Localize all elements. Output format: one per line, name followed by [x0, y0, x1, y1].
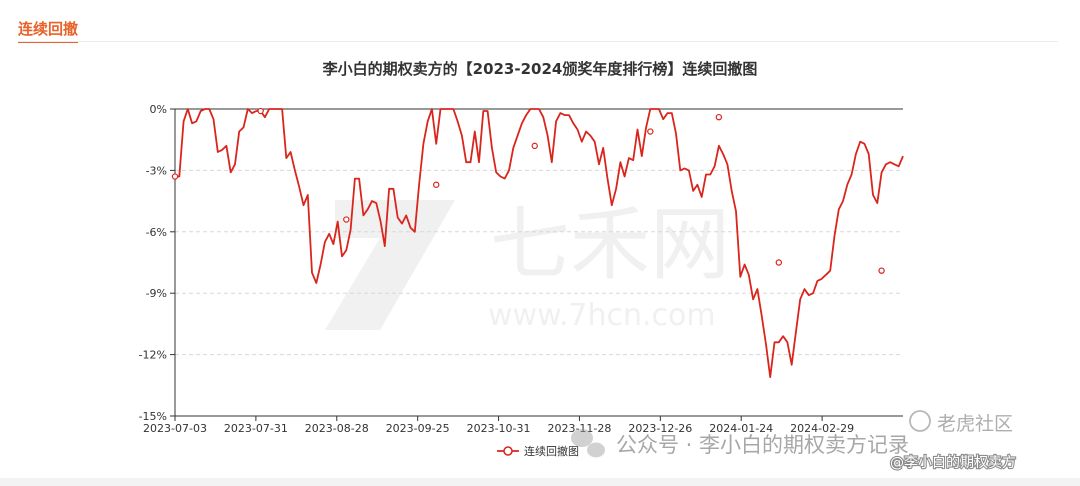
x-tick-label: 2023-09-25	[386, 422, 450, 435]
legend-label: 连续回撤图	[524, 444, 579, 458]
x-tick-label: 2024-01-24	[709, 422, 773, 435]
legend-marker-icon	[503, 446, 513, 456]
wechat-watermark: 公众号 · 李小白的期权卖方记录	[571, 429, 909, 458]
watermark-url: www.7hcn.com	[488, 298, 716, 333]
y-tick-label: -9%	[146, 287, 167, 300]
x-tick-label: 2023-08-28	[305, 422, 369, 435]
x-tick-label: 2024-02-29	[790, 422, 854, 435]
community-text: 老虎社区	[937, 413, 1013, 435]
header-divider	[18, 41, 1058, 42]
watermark-logo-text: 七禾网	[490, 198, 730, 291]
y-tick-label: -6%	[146, 226, 167, 239]
x-tick-label: 2023-07-03	[143, 422, 207, 435]
series-point-marker	[715, 113, 723, 121]
series-point-marker	[171, 173, 179, 180]
x-tick-label: 2023-10-31	[467, 422, 531, 435]
wechat-source-text: 公众号 · 李小白的期权卖方记录	[616, 433, 909, 457]
x-tick-label: 2023-11-28	[547, 422, 611, 435]
y-tick-label: -15%	[139, 410, 167, 423]
y-tick-label: -12%	[139, 349, 167, 362]
x-tick-label: 2023-12-26	[628, 422, 692, 435]
author-handle: @李小白的期权卖方	[890, 455, 1016, 471]
community-logo-icon	[909, 410, 931, 432]
y-axis: 0% -3% -6% -9% -12% -15%	[139, 103, 175, 423]
series-point-marker	[775, 259, 783, 266]
center-watermark: 七禾网 www.7hcn.com	[325, 198, 730, 333]
section-header: 连续回撤	[18, 18, 79, 43]
series-point-marker	[257, 107, 264, 115]
series-point-marker	[343, 216, 350, 223]
y-tick-label: 0%	[150, 103, 167, 116]
chart-title: 李小白的期权卖方的【2023-2024颁奖年度排行榜】连续回撤图	[322, 60, 758, 78]
x-axis: 2023-07-03 2023-07-31 2023-08-28 2023-09-25…	[143, 416, 854, 435]
y-tick-label: -3%	[146, 164, 167, 177]
series-point-marker	[531, 142, 538, 150]
community-watermark: 老虎社区 @李小白的期权卖方	[889, 410, 1017, 472]
series-point-marker	[433, 181, 440, 188]
series-markers	[171, 107, 885, 274]
x-tick-label: 2023-07-31	[224, 422, 288, 435]
watermark-7-logo-icon	[325, 200, 455, 330]
legend[interactable]: 连续回撤图	[497, 444, 579, 458]
series-point-marker	[647, 128, 654, 135]
wechat-logo-icon	[571, 429, 605, 458]
series-line-drawdown	[175, 108, 904, 378]
bottom-strip	[0, 478, 1080, 486]
series-point-marker	[878, 267, 885, 274]
